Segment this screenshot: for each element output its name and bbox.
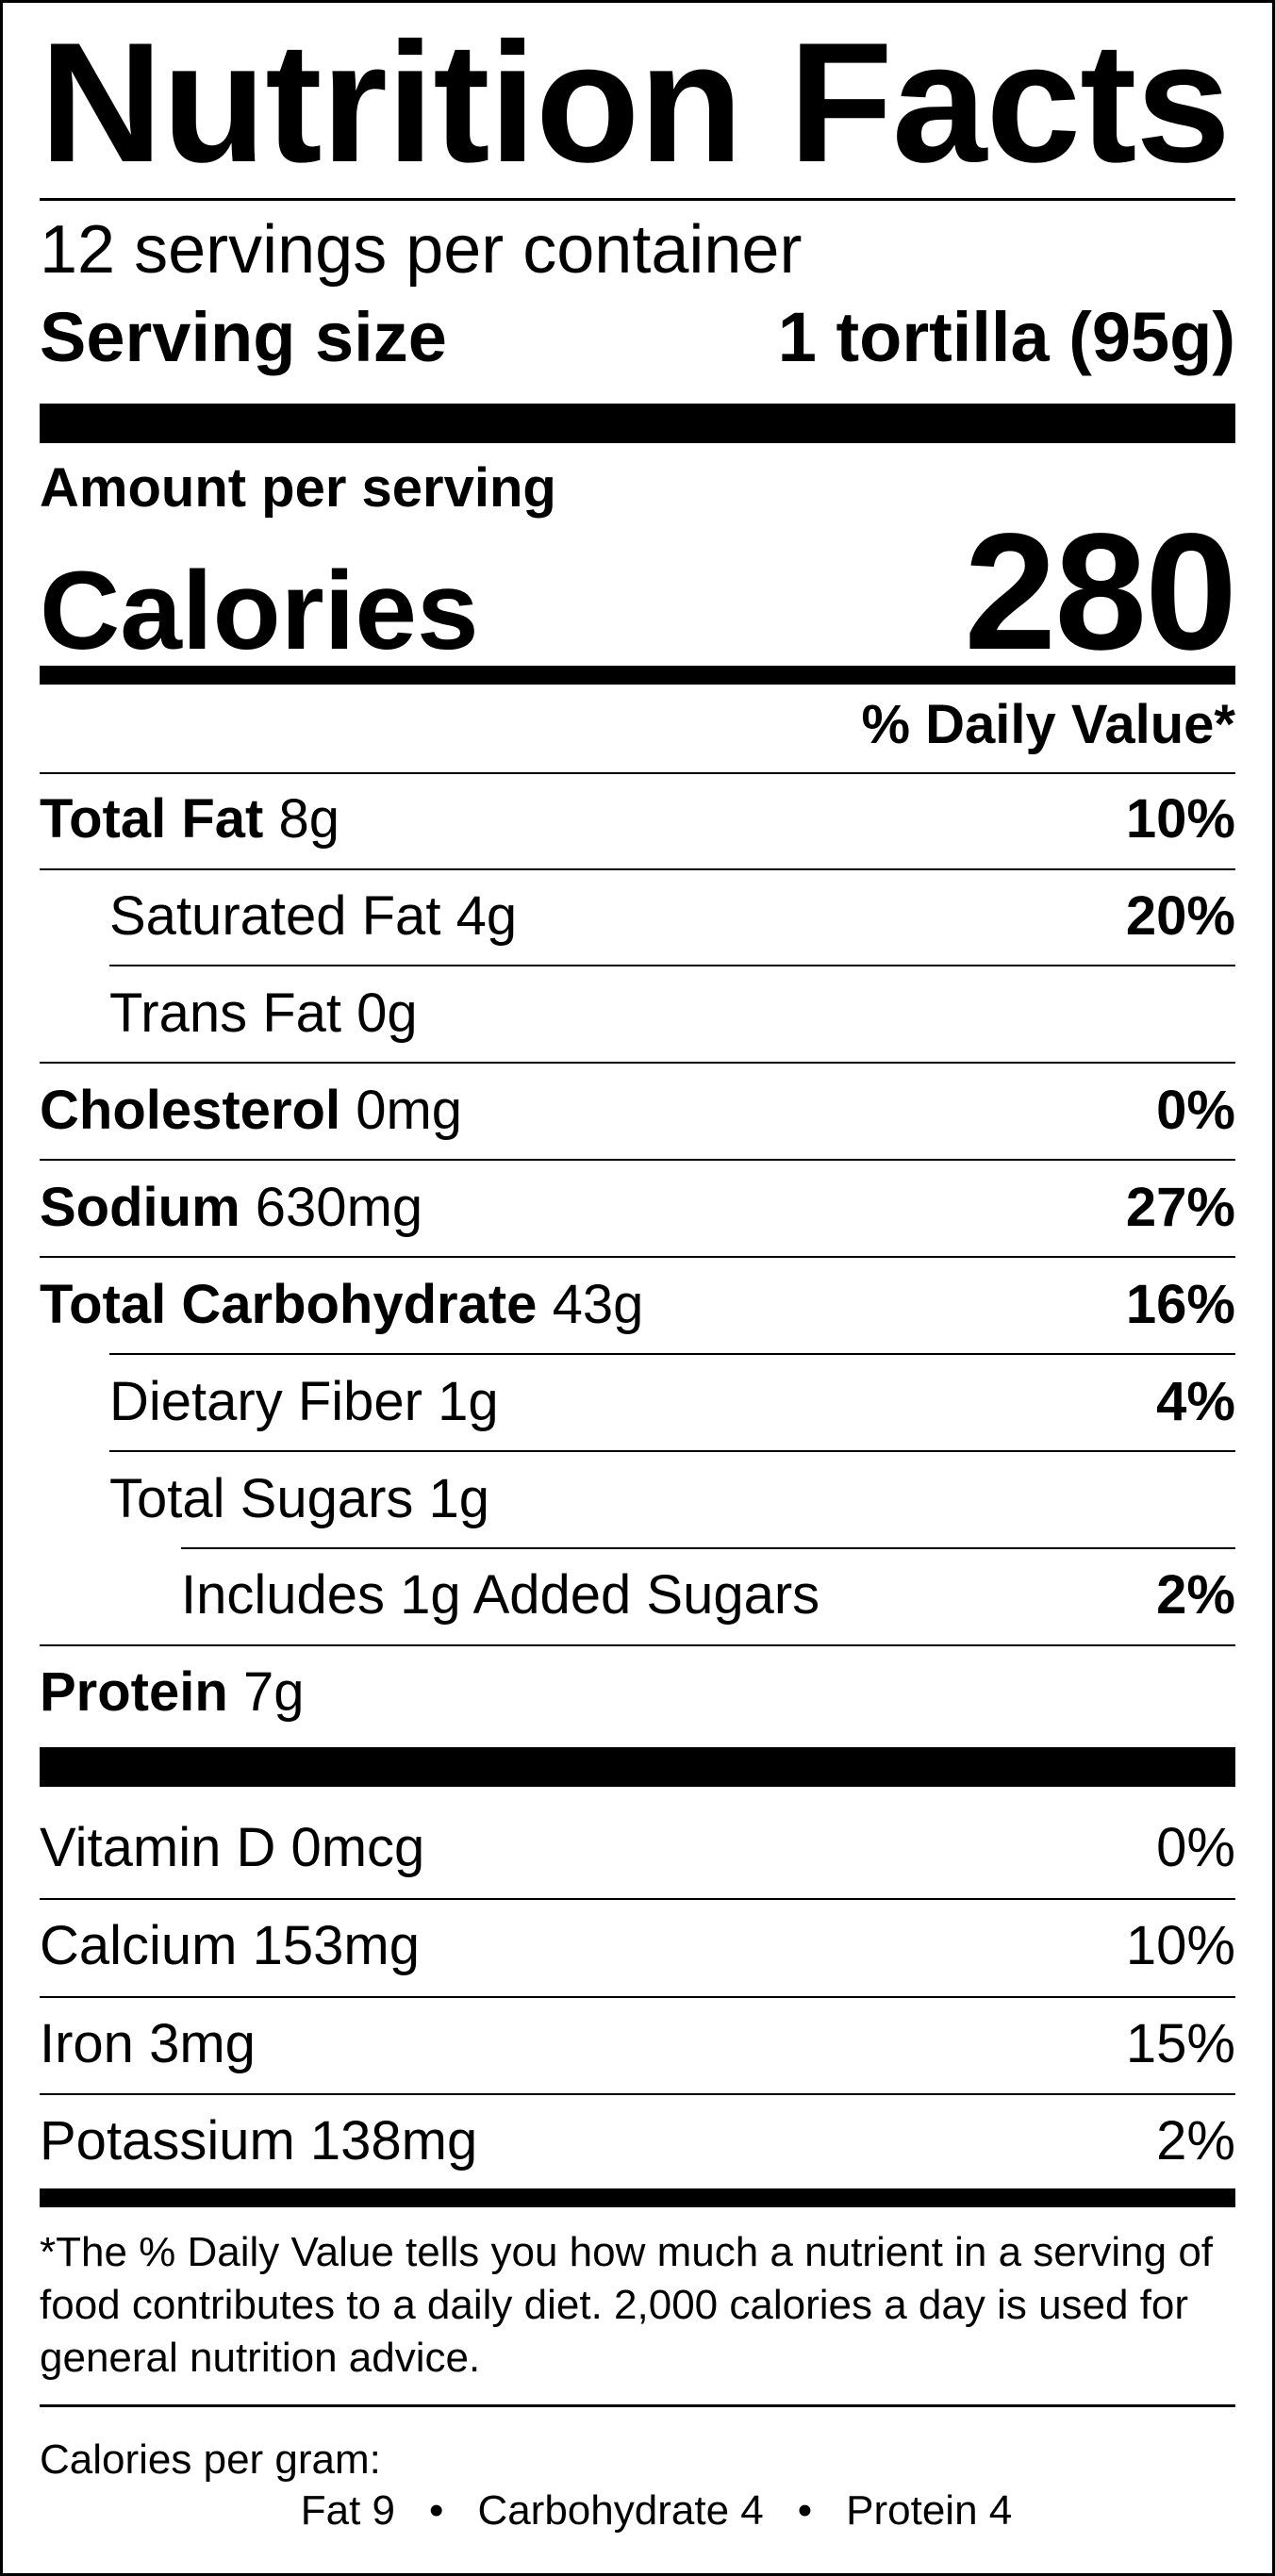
nutrient-amount: 0g	[356, 983, 418, 1044]
row-divider	[109, 965, 1235, 966]
nutrient-name: Total Carbohydrate	[40, 1274, 538, 1335]
vitamin-name: Vitamin D	[40, 1817, 276, 1878]
nutrient-dv: 16%	[1125, 1274, 1235, 1335]
bullet-separator: •	[429, 2487, 444, 2534]
row-divider	[40, 1898, 1235, 1900]
calories-per-gram-values: Fat 9 • Carbohydrate 4 • Protein 4	[40, 2490, 1235, 2532]
vitamin-row-vitamin-d: Vitamin D 0mcg 0%	[40, 1821, 1235, 1875]
serving-size-value: 1 tortilla (95g)	[777, 298, 1235, 376]
thick-divider-vitamins	[40, 1747, 1235, 1787]
thick-divider-footnote	[40, 2188, 1235, 2207]
label-content: Nutrition Facts 12 servings per containe…	[40, 3, 1237, 2573]
label-title: Nutrition Facts	[40, 8, 1231, 198]
row-divider	[40, 1256, 1235, 1258]
row-divider	[181, 1547, 1235, 1549]
serving-size-label: Serving size	[40, 298, 447, 376]
row-divider	[40, 772, 1235, 774]
nutrient-row-added-sugars: Includes 1g Added Sugars 2%	[40, 1568, 1235, 1623]
calories-per-gram-label: Calories per gram:	[40, 2436, 381, 2483]
nutrient-dv: 2%	[1156, 1564, 1235, 1626]
nutrient-amount: 1g	[438, 1371, 499, 1432]
footnote-divider	[40, 2404, 1235, 2407]
nutrient-name: Dietary Fiber	[109, 1371, 422, 1432]
vitamin-amount: 0mcg	[290, 1817, 425, 1878]
thick-divider-top	[40, 404, 1235, 443]
vitamin-dv: 0%	[1156, 1817, 1235, 1878]
cpg-protein: Protein 4	[846, 2487, 1013, 2534]
vitamin-dv: 2%	[1156, 2110, 1235, 2171]
nutrient-amount: 8g	[278, 788, 339, 850]
nutrient-dv: 10%	[1125, 788, 1235, 850]
nutrient-row-total-carbohydrate: Total Carbohydrate 43g 16%	[40, 1278, 1235, 1332]
nutrient-row-total-fat: Total Fat 8g 10%	[40, 792, 1235, 847]
vitamin-amount: 153mg	[252, 1915, 420, 1976]
nutrient-row-dietary-fiber: Dietary Fiber 1g 4%	[40, 1375, 1235, 1429]
row-divider	[40, 2093, 1235, 2095]
calories-label: Calories	[40, 549, 479, 673]
nutrient-name: Protein	[40, 1661, 228, 1723]
nutrient-dv: 27%	[1125, 1177, 1235, 1238]
row-divider	[109, 1450, 1235, 1452]
nutrient-amount: 4g	[455, 885, 518, 947]
vitamin-row-iron: Iron 3mg 15%	[40, 2017, 1235, 2072]
vitamin-name: Iron	[40, 2013, 134, 2074]
bullet-separator: •	[797, 2487, 813, 2534]
amount-per-serving: Amount per serving	[40, 457, 556, 519]
row-divider	[40, 1996, 1235, 1998]
nutrient-row-saturated-fat: Saturated Fat 4g 20%	[40, 889, 1235, 944]
vitamin-name: Potassium	[40, 2110, 295, 2171]
nutrient-name: Trans Fat	[109, 983, 342, 1044]
nutrient-row-total-sugars: Total Sugars 1g	[40, 1472, 1235, 1527]
nutrient-amount: 43g	[552, 1274, 644, 1335]
cpg-carbohydrate: Carbohydrate 4	[477, 2487, 764, 2534]
nutrient-amount: 1g	[428, 1468, 490, 1529]
nutrient-dv: 0%	[1156, 1080, 1235, 1141]
nutrient-row-protein: Protein 7g	[40, 1665, 1235, 1720]
row-divider	[40, 1644, 1235, 1646]
nutrient-amount: 0mg	[356, 1080, 463, 1141]
row-divider	[40, 1159, 1235, 1161]
row-divider	[40, 868, 1235, 870]
nutrient-name: Sodium	[40, 1177, 240, 1238]
serving-size-row: Serving size 1 tortilla (95g)	[40, 303, 1235, 372]
vitamin-row-potassium: Potassium 138mg 2%	[40, 2114, 1235, 2169]
calories-value: 280	[964, 500, 1237, 685]
daily-value-footnote: *The % Daily Value tells you how much a …	[40, 2229, 1214, 2381]
servings-per-container: 12 servings per container	[40, 212, 803, 288]
calories-row: Calories 280	[40, 500, 1237, 685]
nutrient-row-trans-fat: Trans Fat 0g	[40, 986, 1235, 1041]
title-divider	[40, 198, 1235, 201]
nutrient-row-sodium: Sodium 630mg 27%	[40, 1181, 1235, 1235]
vitamin-amount: 3mg	[149, 2013, 256, 2074]
calories-divider	[40, 666, 1235, 685]
nutrient-amount: 7g	[242, 1661, 305, 1723]
vitamin-dv: 15%	[1125, 2013, 1235, 2074]
nutrient-dv: 4%	[1156, 1371, 1235, 1432]
nutrient-row-cholesterol: Cholesterol 0mg 0%	[40, 1083, 1235, 1138]
vitamin-row-calcium: Calcium 153mg 10%	[40, 1919, 1235, 1973]
vitamin-name: Calcium	[40, 1915, 238, 1976]
cpg-fat: Fat 9	[300, 2487, 396, 2534]
vitamin-amount: 138mg	[309, 2110, 478, 2171]
nutrient-dv: 20%	[1125, 885, 1235, 947]
nutrient-name: Includes 1g Added Sugars	[181, 1564, 820, 1626]
nutrient-name: Total Sugars	[109, 1468, 414, 1529]
row-divider	[40, 1062, 1235, 1064]
nutrient-amount: 630mg	[255, 1177, 423, 1238]
vitamin-dv: 10%	[1125, 1915, 1235, 1976]
row-divider	[109, 1353, 1235, 1355]
nutrient-name: Total Fat	[40, 788, 264, 850]
daily-value-header: % Daily Value*	[861, 694, 1235, 755]
nutrient-name: Cholesterol	[40, 1080, 341, 1141]
nutrient-name: Saturated Fat	[109, 885, 441, 947]
